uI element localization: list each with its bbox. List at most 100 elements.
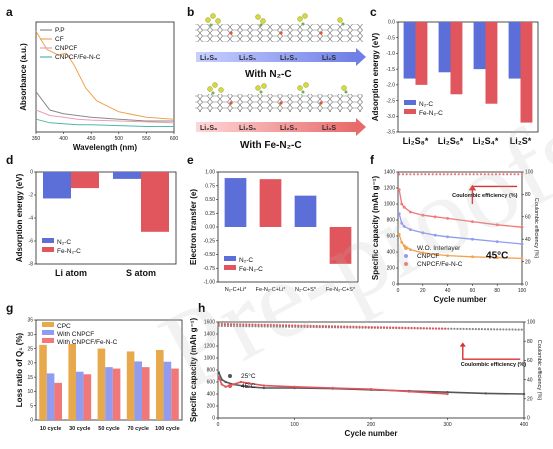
h-ce-point-0-381 xyxy=(508,328,511,331)
d-bar-0-0 xyxy=(43,172,71,199)
f-temperature: 45°C xyxy=(486,250,508,261)
g-category-label-3: 70 cycle xyxy=(127,426,148,432)
d-legend-swatch-1 xyxy=(42,247,54,252)
d-ytick-label-3: -6 xyxy=(29,239,34,245)
d-bar-0-1 xyxy=(71,172,99,189)
h-ce-point-1-81 xyxy=(278,324,282,327)
f-xtick-label-0: 0 xyxy=(397,288,400,294)
a-series-line-2 xyxy=(35,109,175,124)
a-legend-label-1: CF xyxy=(55,36,64,43)
h-ce-point-1-233 xyxy=(395,326,398,329)
h-ce-point-0-353 xyxy=(486,328,490,331)
a-legend-label-0: P.P xyxy=(55,27,65,34)
d-ytick-label-1: -2 xyxy=(29,193,34,199)
h-ce-point-1-229 xyxy=(392,326,395,329)
a-xtick-label-2: 450 xyxy=(87,136,96,142)
a-plot-frame xyxy=(35,21,175,133)
g-bar-3-0 xyxy=(126,351,135,420)
g-category-label-4: 100 cycle xyxy=(155,426,179,432)
f-ytick-label-r-2: 40 xyxy=(525,237,531,243)
arrow-head-bottom xyxy=(356,118,366,136)
e-ytick-label-6: -0.50 xyxy=(204,252,216,258)
g-bar-0-2 xyxy=(54,382,62,420)
panel-label-c: c xyxy=(370,5,377,19)
h-ce-point-1-197 xyxy=(367,325,370,329)
h-ce-point-1-217 xyxy=(382,326,386,329)
panel-label-b: b xyxy=(187,5,194,19)
e-ytick-label-3: 0.25 xyxy=(205,211,215,217)
h-xtick-label-0: 0 xyxy=(217,422,220,428)
g-legend-label-1: With CNPCF xyxy=(57,331,94,338)
e-legend-label-1: Fe-N₂-C xyxy=(239,266,263,273)
h-ce-point-0-349 xyxy=(483,328,487,331)
b-top-title: With N₂-C xyxy=(245,69,292,80)
g-legend-swatch-2 xyxy=(42,338,54,343)
h-ytick-label-8: 1600 xyxy=(204,320,215,326)
c-category-label-2: Li₂S₄* xyxy=(473,136,499,146)
polysulfide-molecules xyxy=(205,13,347,93)
h-ce-point-1-297 xyxy=(444,327,447,330)
g-ytick-label-3: 15 xyxy=(27,375,33,381)
f-ce-point-52 xyxy=(461,173,464,176)
f-ce-point-88 xyxy=(506,173,509,176)
f-ce-point-58 xyxy=(468,173,472,176)
h-legend-label-1: 45°C xyxy=(241,382,256,390)
f-ytick-label-7: 1400 xyxy=(384,170,395,176)
h-ce-point-1-161 xyxy=(340,325,343,328)
h-series-line-0 xyxy=(218,372,525,395)
c-category-label-1: Li₂S₆* xyxy=(438,136,464,146)
f-ytick-label-4: 800 xyxy=(387,218,396,224)
g-legend-label-2: With CNPCF/Fe-N-C xyxy=(57,339,118,346)
f-xtick-label-3: 60 xyxy=(470,288,476,294)
h-ce-point-1-57 xyxy=(260,323,263,326)
g-bar-2-0 xyxy=(97,348,106,420)
h-ce-point-1-173 xyxy=(349,325,352,328)
h-ce-point-0-337 xyxy=(474,327,477,331)
h-ce-point-1-117 xyxy=(306,324,309,327)
g-bar-0-0 xyxy=(39,344,47,420)
h-ce-point-0-345 xyxy=(480,328,484,331)
a-series-line-0 xyxy=(35,91,174,122)
g-legend-swatch-0 xyxy=(42,322,54,327)
h-ce-point-0-377 xyxy=(505,328,508,331)
c-ytick-label-0: 0.0 xyxy=(388,20,395,26)
f-ce-point-34 xyxy=(439,173,442,176)
h-ce-point-1-29 xyxy=(239,323,242,326)
d-ylabel: Adsorption energy (eV) xyxy=(15,173,24,262)
h-ce-point-1-205 xyxy=(373,326,376,329)
panel-label-h: h xyxy=(198,301,205,315)
c-legend-label-0: N₂-C xyxy=(419,101,433,108)
f-ce-point-22 xyxy=(424,173,427,176)
arrow-head-top xyxy=(356,48,366,66)
f-ce-point-100 xyxy=(520,173,524,176)
h-ce-point-1-53 xyxy=(257,323,260,326)
f-ce-point-37 xyxy=(442,173,445,176)
h-ce-point-0-369 xyxy=(499,328,502,331)
panel-label-e: e xyxy=(187,153,194,167)
f-ce-point-13 xyxy=(413,173,416,176)
b-top-label-0: Li₂S₈ xyxy=(200,55,217,62)
e-category-label-0: N₂-C+Li* xyxy=(225,287,247,293)
h-ce-point-1-213 xyxy=(379,326,383,329)
g-legend-swatch-1 xyxy=(42,330,54,335)
h-ce-point-1-285 xyxy=(434,327,438,330)
f-ylabel: Specific capacity (mAh g⁻¹) xyxy=(371,176,380,281)
f-ytick-label-r-1: 20 xyxy=(525,259,531,265)
g-category-label-0: 10 cycle xyxy=(40,426,61,432)
e-bar-3-1 xyxy=(329,227,352,264)
c-legend-swatch-0 xyxy=(404,100,416,105)
e-bar-0-0 xyxy=(224,178,247,227)
h-ce-point-1-5 xyxy=(220,322,223,326)
f-legend-label-2: CNPCF/Fe-N-C xyxy=(417,261,463,268)
h-ce-point-0-65 xyxy=(266,325,269,328)
h-ce-point-1-237 xyxy=(398,326,401,329)
h-ce-point-1-193 xyxy=(364,325,367,329)
h-ce-point-1-89 xyxy=(284,324,288,327)
e-ylabel: Electron transfer (e) xyxy=(189,189,198,265)
h-ce-point-1-189 xyxy=(361,325,364,329)
f-legend-swatch-0 xyxy=(404,246,408,250)
h-xtick-label-4: 400 xyxy=(520,422,529,428)
f-ce-point-61 xyxy=(472,173,475,176)
f-ce-point-85 xyxy=(502,173,505,176)
f-ce-point-40 xyxy=(446,173,449,176)
